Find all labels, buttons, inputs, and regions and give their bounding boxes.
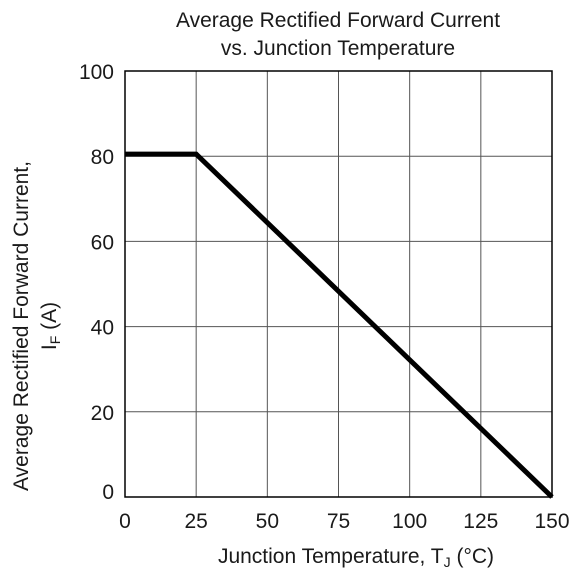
y-tick-labels: 0 20 40 60 80 100 [79, 61, 114, 504]
x-tick-labels: 0 25 50 75 100 125 150 [119, 510, 569, 533]
chart-title-line-1: Average Rectified Forward Current [176, 9, 500, 32]
x-tick-label: 25 [184, 510, 207, 533]
x-axis-label-main: Junction Temperature, T [218, 545, 444, 568]
x-tick-label: 50 [256, 510, 279, 533]
y-axis-label-sub: F [47, 336, 63, 345]
y-tick-label: 20 [91, 402, 114, 425]
x-axis-label-tail: (°C) [451, 545, 494, 568]
x-tick-label: 100 [392, 510, 427, 533]
y-tick-label: 100 [79, 61, 114, 84]
y-axis-label-main: I [38, 344, 61, 350]
series-layer [125, 151, 554, 499]
y-tick-label: 80 [91, 146, 114, 169]
x-axis-label: Junction Temperature, TJ (°C) [218, 545, 494, 570]
x-tick-label: 150 [534, 510, 569, 533]
x-tick-label: 75 [327, 510, 350, 533]
y-tick-label: 60 [91, 231, 114, 254]
x-tick-label: 0 [119, 510, 131, 533]
x-axis-label-sub: J [444, 554, 451, 570]
series-line [125, 151, 554, 499]
y-axis-label-line-1: Average Rectified Forward Current, [10, 161, 33, 491]
chart-title-line-2: vs. Junction Temperature [221, 37, 455, 60]
plot-frame [124, 70, 553, 498]
y-tick-label: 0 [102, 481, 114, 504]
y-axis-label-line-2: IF (A) [38, 302, 63, 350]
y-tick-label: 40 [91, 317, 114, 340]
x-tick-label: 125 [463, 510, 498, 533]
y-axis-label-tail: (A) [38, 302, 61, 336]
